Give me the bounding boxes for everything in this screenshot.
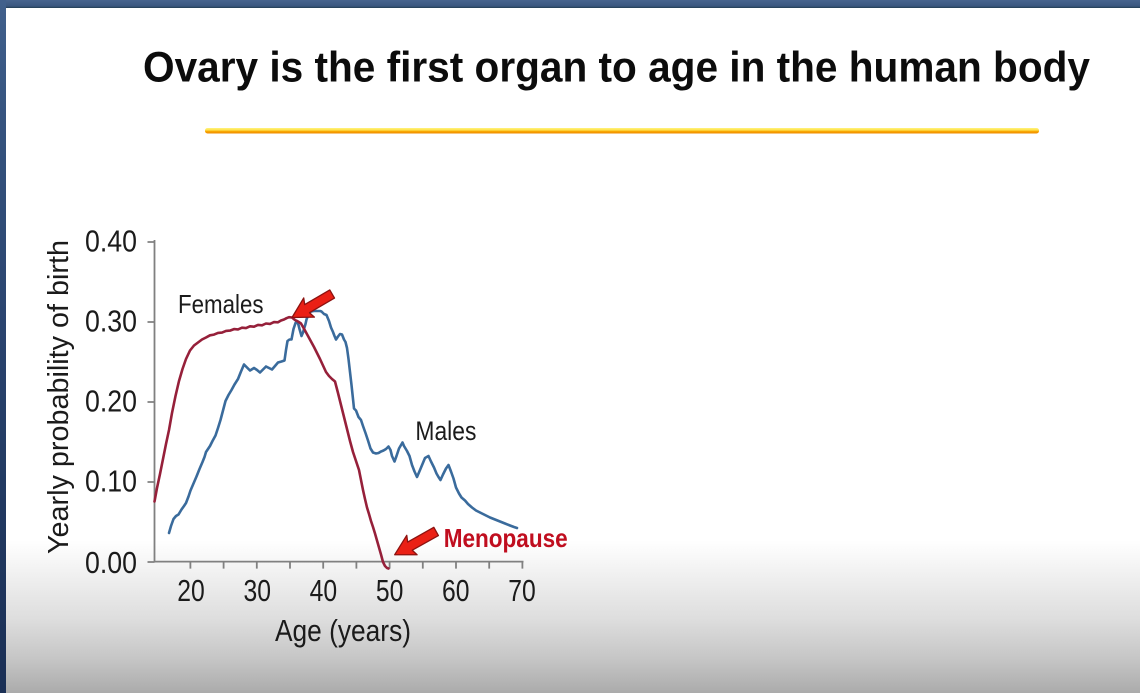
svg-text:Age (years): Age (years) [275,613,411,648]
svg-text:40: 40 [310,573,338,608]
svg-text:50: 50 [376,573,404,608]
svg-text:0.20: 0.20 [85,384,137,419]
svg-text:0.30: 0.30 [85,304,137,339]
svg-text:Males: Males [415,416,476,446]
svg-text:30: 30 [243,573,271,608]
svg-text:60: 60 [442,573,470,608]
svg-text:Menopause: Menopause [444,523,568,553]
svg-text:Ovary is the first organ to ag: Ovary is the first organ to age in the h… [143,43,1090,91]
svg-text:0.40: 0.40 [85,224,137,259]
svg-text:0.10: 0.10 [85,464,137,499]
svg-text:Females: Females [178,289,264,319]
svg-text:70: 70 [508,573,536,608]
svg-text:20: 20 [177,573,205,608]
svg-text:0.00: 0.00 [85,545,137,580]
svg-text:Yearly probability of birth: Yearly probability of birth [43,240,75,554]
